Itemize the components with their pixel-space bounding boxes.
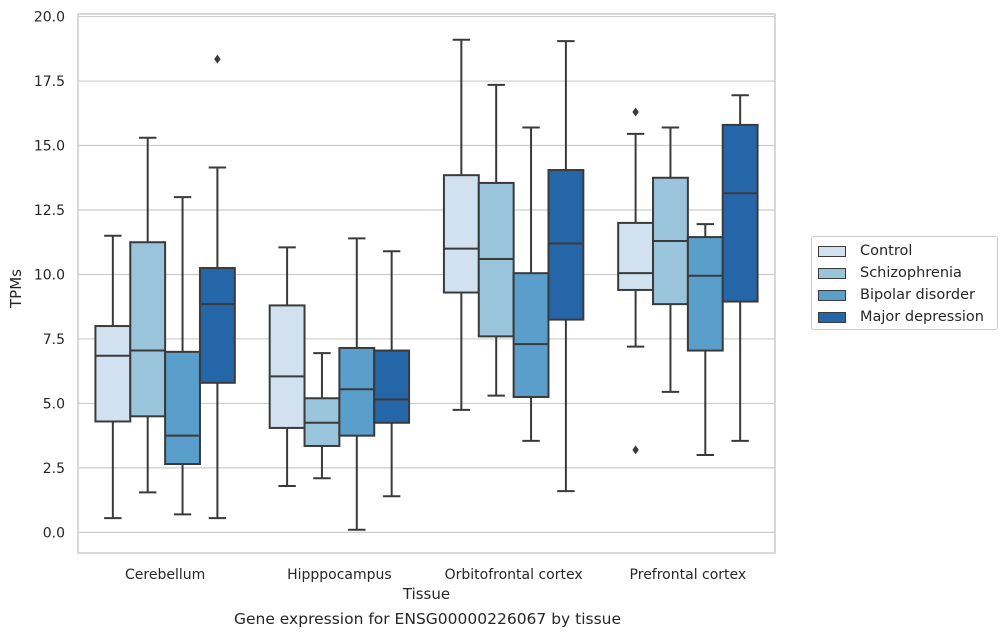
box-control-1 <box>94 325 132 423</box>
box-major-depression-3 <box>547 169 585 321</box>
x-axis-label: Tissue <box>402 585 450 603</box>
plot-frame <box>77 13 776 554</box>
legend-label: Control <box>860 243 913 259</box>
x-tick-label: Hipppocampus <box>287 567 392 583</box>
legend: Control Schizophrenia Bipolar disorder Majo… <box>811 236 998 330</box>
legend-label: Major depression <box>860 309 984 325</box>
box-bipolar-disorder-4 <box>686 236 724 352</box>
legend-label: Schizophrenia <box>860 265 962 281</box>
box-major-depression-1-outlier <box>214 54 221 64</box>
y-tick-label: 15.0 <box>34 139 65 155</box>
legend-item: Control <box>818 240 997 262</box>
box-bipolar-disorder-1 <box>164 350 201 466</box>
y-tick-label: 5.0 <box>43 396 65 412</box>
y-axis-label: TPMs <box>7 269 25 309</box>
legend-swatch <box>818 267 846 279</box>
box-control-3 <box>442 174 480 294</box>
y-tick-label: 17.5 <box>34 74 65 90</box>
y-tick-label: 20.0 <box>34 10 65 26</box>
box-major-depression-2 <box>373 349 411 424</box>
box-control-4-outlier <box>632 445 639 455</box>
legend-swatch <box>818 311 846 323</box>
figure-caption: Gene expression for ENSG00000226067 by t… <box>233 610 622 628</box>
legend-swatch <box>818 289 846 301</box>
box-schizophrenia-1 <box>129 241 167 418</box>
box-control-4-outlier <box>632 107 639 117</box>
y-tick-label: 7.5 <box>43 332 65 348</box>
y-tick-label: 10.0 <box>34 267 65 283</box>
box-control-4 <box>617 221 655 291</box>
y-tick-label: 12.5 <box>34 203 65 219</box>
y-tick-label: 2.5 <box>43 461 65 477</box>
legend-item: Major depression <box>818 306 997 328</box>
box-control-2 <box>268 304 306 429</box>
legend-item: Bipolar disorder <box>818 284 997 306</box>
x-tick-label: Orbitofrontal cortex <box>445 567 583 583</box>
box-major-depression-1 <box>198 267 236 384</box>
x-tick-label: Prefrontal cortex <box>630 567 747 583</box>
x-tick-label: Cerebellum <box>125 567 205 583</box>
legend-item: Schizophrenia <box>818 262 997 284</box>
box-bipolar-disorder-3 <box>512 272 550 398</box>
y-tick-label: 0.0 <box>43 525 65 541</box>
box-major-depression-4 <box>721 123 759 303</box>
legend-label: Bipolar disorder <box>860 287 975 303</box>
box-bipolar-disorder-2 <box>338 346 376 437</box>
legend-swatch <box>818 245 846 257</box>
